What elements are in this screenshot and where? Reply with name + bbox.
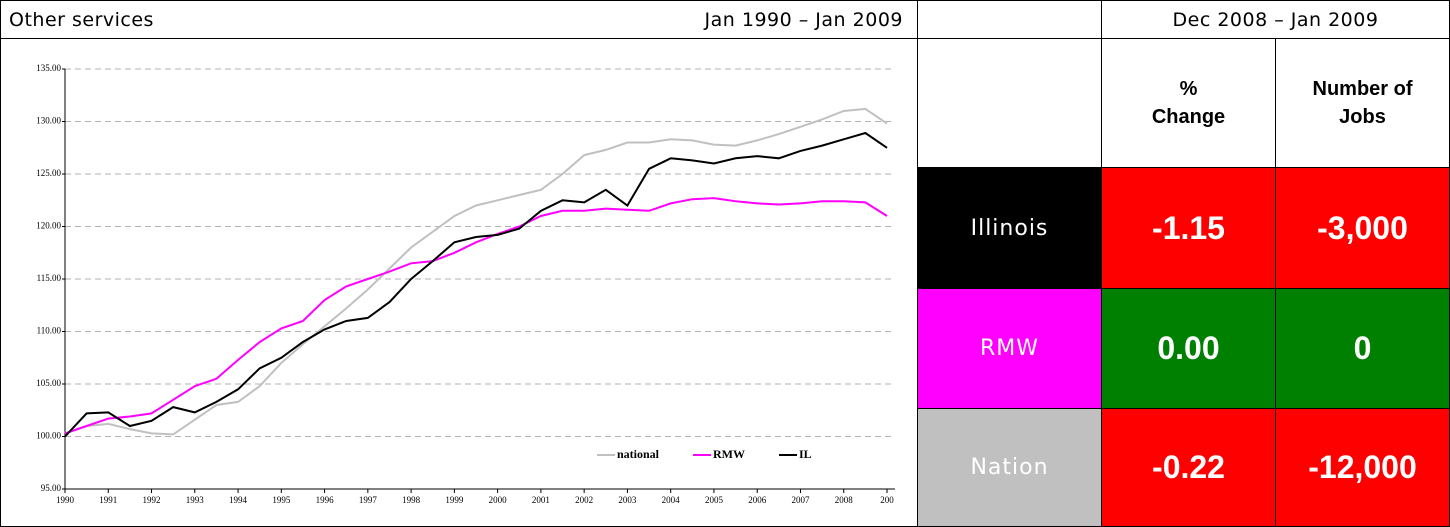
jobs-cell: -12,000	[1275, 408, 1450, 527]
x-tick-label: 1999	[445, 495, 464, 505]
pct-cell: 0.00	[1101, 288, 1276, 409]
column-title: % Change	[1151, 78, 1226, 128]
label: Nation	[970, 455, 1049, 480]
x-tick-label: 2008	[835, 495, 854, 505]
y-tick-label: 110.00	[37, 326, 62, 336]
pct-cell: -1.15	[1101, 167, 1276, 289]
column-title: Number of Jobs	[1312, 78, 1413, 128]
blank-cell	[917, 38, 1102, 168]
value: -3,000	[1317, 209, 1408, 246]
legend-label: RMW	[713, 447, 745, 461]
x-tick-label: 2005	[705, 495, 724, 505]
x-tick-label: 1995	[272, 495, 291, 505]
x-tick-label: 1994	[229, 495, 248, 505]
chart: 95.00 100.00 105.00 110.00 115.00 120.00 125.0…	[36, 63, 895, 505]
label: RMW	[979, 336, 1040, 361]
period: Jan 1990 – Jan 2009	[704, 8, 903, 31]
column-header: % Change	[1101, 38, 1276, 168]
pct-cell: -0.22	[1101, 408, 1276, 527]
series-line	[64, 107, 888, 436]
value: 0.00	[1157, 330, 1220, 366]
row-label: Illinois	[917, 167, 1102, 289]
label: Illinois	[970, 215, 1049, 241]
right-period: Dec 2008 – Jan 2009	[1172, 8, 1379, 31]
column-header: Number of Jobs	[1275, 38, 1450, 168]
chart-panel: 95.00 100.00 105.00 110.00 115.00 120.00 125.0…	[0, 38, 918, 527]
value: -1.15	[1152, 209, 1225, 246]
right-header: Dec 2008 – Jan 2009	[1101, 0, 1450, 39]
x-tick-label: 2001	[532, 495, 550, 505]
chart-header: Other services Jan 1990 – Jan 2009	[0, 0, 918, 39]
y-tick-label: 100.00	[36, 431, 61, 441]
value: -0.22	[1152, 449, 1225, 485]
x-tick-label: 2003	[618, 495, 637, 505]
value: 0	[1353, 330, 1372, 366]
series-line	[64, 131, 888, 438]
series-line	[64, 197, 888, 435]
row-label: Nation	[917, 408, 1102, 527]
y-tick-label: 125.00	[36, 168, 61, 178]
x-tick-label: 1991	[99, 495, 117, 505]
x-tick-label: 1997	[359, 495, 378, 505]
x-tick-label: 2004	[662, 495, 681, 505]
x-tick-label: 2007	[791, 495, 810, 505]
x-tick-label: 1996	[316, 495, 335, 505]
x-tick-label: 1998	[402, 495, 421, 505]
row-label: RMW	[917, 288, 1102, 409]
legend-label: national	[617, 447, 660, 461]
x-tick-label: 2006	[748, 495, 767, 505]
title: Other services	[9, 8, 154, 31]
value: -12,000	[1308, 449, 1417, 485]
y-tick-label: 105.00	[36, 378, 61, 388]
y-tick-label: 120.00	[36, 221, 61, 231]
x-tick-label: 1990	[56, 495, 75, 505]
legend-label: IL	[799, 447, 812, 461]
y-tick-label: 95.00	[41, 483, 62, 493]
x-tick-label: 1993	[186, 495, 205, 505]
x-tick-label: 200	[880, 495, 894, 505]
blank-cell	[917, 0, 1102, 39]
jobs-cell: -3,000	[1275, 167, 1450, 289]
y-tick-label: 135.00	[36, 63, 61, 73]
x-tick-label: 1992	[143, 495, 161, 505]
y-tick-label: 130.00	[36, 116, 61, 126]
jobs-cell: 0	[1275, 288, 1450, 409]
y-tick-label: 115.00	[37, 273, 62, 283]
x-tick-label: 2000	[489, 495, 508, 505]
x-tick-label: 2002	[575, 495, 593, 505]
